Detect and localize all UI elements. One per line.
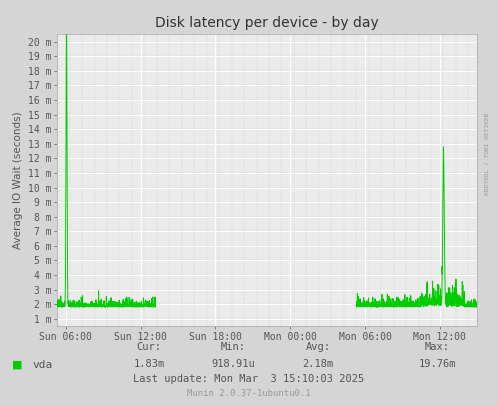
Title: Disk latency per device - by day: Disk latency per device - by day <box>155 17 379 30</box>
Text: 19.76m: 19.76m <box>418 358 456 369</box>
Text: vda: vda <box>32 360 53 369</box>
Y-axis label: Average IO Wait (seconds): Average IO Wait (seconds) <box>12 111 22 249</box>
Text: Max:: Max: <box>425 342 450 352</box>
Text: Munin 2.0.37-1ubuntu0.1: Munin 2.0.37-1ubuntu0.1 <box>187 389 310 398</box>
Text: Avg:: Avg: <box>306 342 331 352</box>
Text: 2.18m: 2.18m <box>303 358 333 369</box>
Text: ■: ■ <box>12 360 23 369</box>
Text: Min:: Min: <box>221 342 246 352</box>
Text: Cur:: Cur: <box>137 342 162 352</box>
Text: 1.83m: 1.83m <box>134 358 165 369</box>
Text: 918.91u: 918.91u <box>212 358 255 369</box>
Text: RRDTOOL / TOBI OETIKER: RRDTOOL / TOBI OETIKER <box>485 113 490 195</box>
Text: Last update: Mon Mar  3 15:10:03 2025: Last update: Mon Mar 3 15:10:03 2025 <box>133 373 364 384</box>
